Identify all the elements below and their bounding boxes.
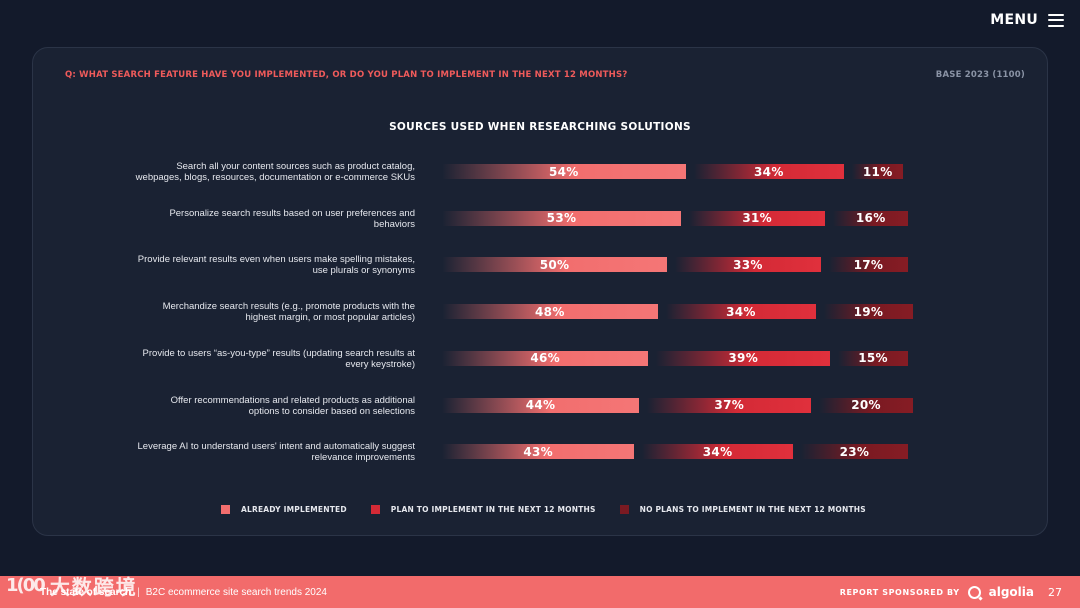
footer-separator: | bbox=[137, 586, 140, 598]
data-label: 43% bbox=[523, 444, 553, 459]
data-label: 54% bbox=[549, 164, 579, 179]
data-label: 37% bbox=[714, 398, 745, 412]
data-label: 44% bbox=[525, 398, 556, 412]
bar-already-implemented: 44% bbox=[442, 397, 640, 413]
bar-already-implemented: 50% bbox=[442, 257, 667, 273]
category-label-line: webpages, blogs, resources, documentatio… bbox=[135, 172, 415, 183]
legend-swatch bbox=[619, 505, 629, 514]
stacked-bar-chart: Search all your content sources such as … bbox=[33, 48, 1049, 537]
data-label: 23% bbox=[839, 444, 870, 459]
data-label: 19% bbox=[853, 304, 884, 319]
category-label-line: Offer recommendations and related produc… bbox=[170, 394, 415, 406]
bar-no-plans-to-implement-in-the-next-12-mon: 11% bbox=[852, 164, 904, 179]
sponsor-label: REPORT SPONSORED BY bbox=[839, 587, 960, 597]
data-label: 48% bbox=[535, 304, 565, 319]
data-label: 20% bbox=[851, 398, 881, 412]
algolia-icon bbox=[967, 585, 981, 599]
category-label-line: Merchandize search results (e.g., promot… bbox=[162, 301, 415, 313]
chart-card: Q: WHAT SEARCH FEATURE HAVE YOU IMPLEMEN… bbox=[32, 47, 1048, 536]
sponsor-name: algolia bbox=[988, 585, 1034, 599]
footer-bar: The state of search | B2C ecommerce site… bbox=[0, 576, 1080, 608]
page-number: 27 bbox=[1048, 585, 1062, 599]
category-label-line: Personalize search results based on user… bbox=[169, 207, 415, 219]
category-label: Offer recommendations and related produc… bbox=[75, 395, 415, 417]
category-label: Provide to users “as-you-type” results (… bbox=[75, 348, 415, 370]
legend-item-no-plans: NO PLANS TO IMPLEMENT IN THE NEXT 12 MON… bbox=[619, 505, 866, 514]
watermark-text: 大数跨境 bbox=[49, 575, 138, 599]
menu-label: MENU bbox=[990, 12, 1038, 28]
watermark-logo: 1(00 bbox=[6, 575, 46, 596]
bar-plan-to-implement-in-the-next-12-months: 34% bbox=[642, 444, 793, 460]
category-label-line: every keystroke) bbox=[345, 358, 415, 370]
category-label-line: Search all your content sources such as … bbox=[176, 161, 415, 172]
data-label: 11% bbox=[862, 164, 893, 179]
data-label: 50% bbox=[539, 257, 570, 272]
category-label: Merchandize search results (e.g., promot… bbox=[75, 301, 415, 323]
bar-no-plans-to-implement-in-the-next-12-mon: 17% bbox=[828, 257, 908, 273]
category-label: Leverage AI to understand users' intent … bbox=[75, 441, 416, 464]
bar-plan-to-implement-in-the-next-12-months: 37% bbox=[647, 397, 812, 413]
legend-swatch bbox=[221, 505, 230, 514]
bar-plan-to-implement-in-the-next-12-months: 31% bbox=[688, 210, 826, 226]
category-label: Personalize search results based on user… bbox=[75, 208, 415, 230]
footer-brand: The state of search bbox=[40, 586, 132, 598]
legend-item-plan: PLAN TO IMPLEMENT IN THE NEXT 12 MONTHS bbox=[370, 505, 596, 514]
watermark: 1(00 大数跨境 bbox=[6, 571, 138, 600]
data-label: 34% bbox=[726, 304, 756, 319]
data-label: 31% bbox=[742, 211, 772, 226]
category-label-line: behaviors bbox=[373, 218, 415, 230]
category-label-line: Provide relevant results even when users… bbox=[137, 254, 415, 266]
bar-no-plans-to-implement-in-the-next-12-mon: 15% bbox=[838, 350, 908, 366]
base-size: BASE 2023 (1100) bbox=[935, 70, 1025, 80]
category-label: Search all your content sources such as … bbox=[75, 161, 415, 183]
category-label-line: Leverage AI to understand users' intent … bbox=[137, 441, 416, 453]
bar-plan-to-implement-in-the-next-12-months: 34% bbox=[665, 304, 817, 320]
data-label: 17% bbox=[853, 257, 884, 272]
chart-legend: ALREADY IMPLEMENTED PLAN TO IMPLEMENT IN… bbox=[221, 505, 866, 514]
data-label: 53% bbox=[546, 211, 577, 226]
bar-plan-to-implement-in-the-next-12-months: 33% bbox=[675, 257, 821, 273]
data-label: 34% bbox=[754, 164, 784, 179]
category-label: Provide relevant results even when users… bbox=[75, 254, 415, 276]
bar-no-plans-to-implement-in-the-next-12-mon: 16% bbox=[833, 210, 908, 226]
category-label-line: relevance improvements bbox=[311, 452, 416, 464]
data-label: 16% bbox=[855, 211, 886, 226]
category-label-line: options to consider based on selections bbox=[248, 405, 415, 417]
legend-label: PLAN TO IMPLEMENT IN THE NEXT 12 MONTHS bbox=[390, 505, 596, 514]
bar-already-implemented: 48% bbox=[442, 304, 658, 320]
data-label: 15% bbox=[858, 351, 888, 366]
menu-button[interactable]: MENU bbox=[990, 12, 1064, 28]
legend-item-implemented: ALREADY IMPLEMENTED bbox=[221, 505, 347, 514]
bar-plan-to-implement-in-the-next-12-months: 39% bbox=[656, 350, 831, 366]
category-label-line: highest margin, or most popular articles… bbox=[245, 312, 416, 324]
legend-swatch bbox=[370, 505, 380, 514]
data-label: 39% bbox=[728, 351, 759, 366]
bar-no-plans-to-implement-in-the-next-12-mon: 23% bbox=[800, 444, 908, 460]
category-label-line: Provide to users “as-you-type” results (… bbox=[142, 347, 415, 359]
bar-already-implemented: 46% bbox=[442, 350, 649, 366]
data-label: 33% bbox=[733, 257, 763, 272]
legend-label: ALREADY IMPLEMENTED bbox=[241, 505, 347, 514]
legend-label: NO PLANS TO IMPLEMENT IN THE NEXT 12 MON… bbox=[639, 505, 866, 514]
bar-already-implemented: 54% bbox=[442, 164, 686, 179]
bar-no-plans-to-implement-in-the-next-12-mon: 20% bbox=[819, 397, 913, 413]
data-label: 34% bbox=[702, 444, 733, 459]
bar-no-plans-to-implement-in-the-next-12-mon: 19% bbox=[824, 304, 913, 320]
hamburger-icon bbox=[1048, 13, 1064, 27]
footer-left: The state of search | B2C ecommerce site… bbox=[40, 587, 327, 598]
chart-title: SOURCES USED WHEN RESEARCHING SOLUTIONS bbox=[389, 121, 691, 133]
bar-already-implemented: 53% bbox=[442, 210, 681, 226]
footer-right: REPORT SPONSORED BY algolia 27 bbox=[840, 585, 1062, 599]
bar-plan-to-implement-in-the-next-12-months: 34% bbox=[693, 164, 845, 179]
category-label-line: use plurals or synonyms bbox=[312, 265, 415, 277]
footer-subtitle: B2C ecommerce site search trends 2024 bbox=[145, 586, 327, 598]
bar-already-implemented: 43% bbox=[442, 444, 635, 460]
data-label: 46% bbox=[530, 351, 560, 366]
question-text: Q: WHAT SEARCH FEATURE HAVE YOU IMPLEMEN… bbox=[65, 70, 628, 80]
